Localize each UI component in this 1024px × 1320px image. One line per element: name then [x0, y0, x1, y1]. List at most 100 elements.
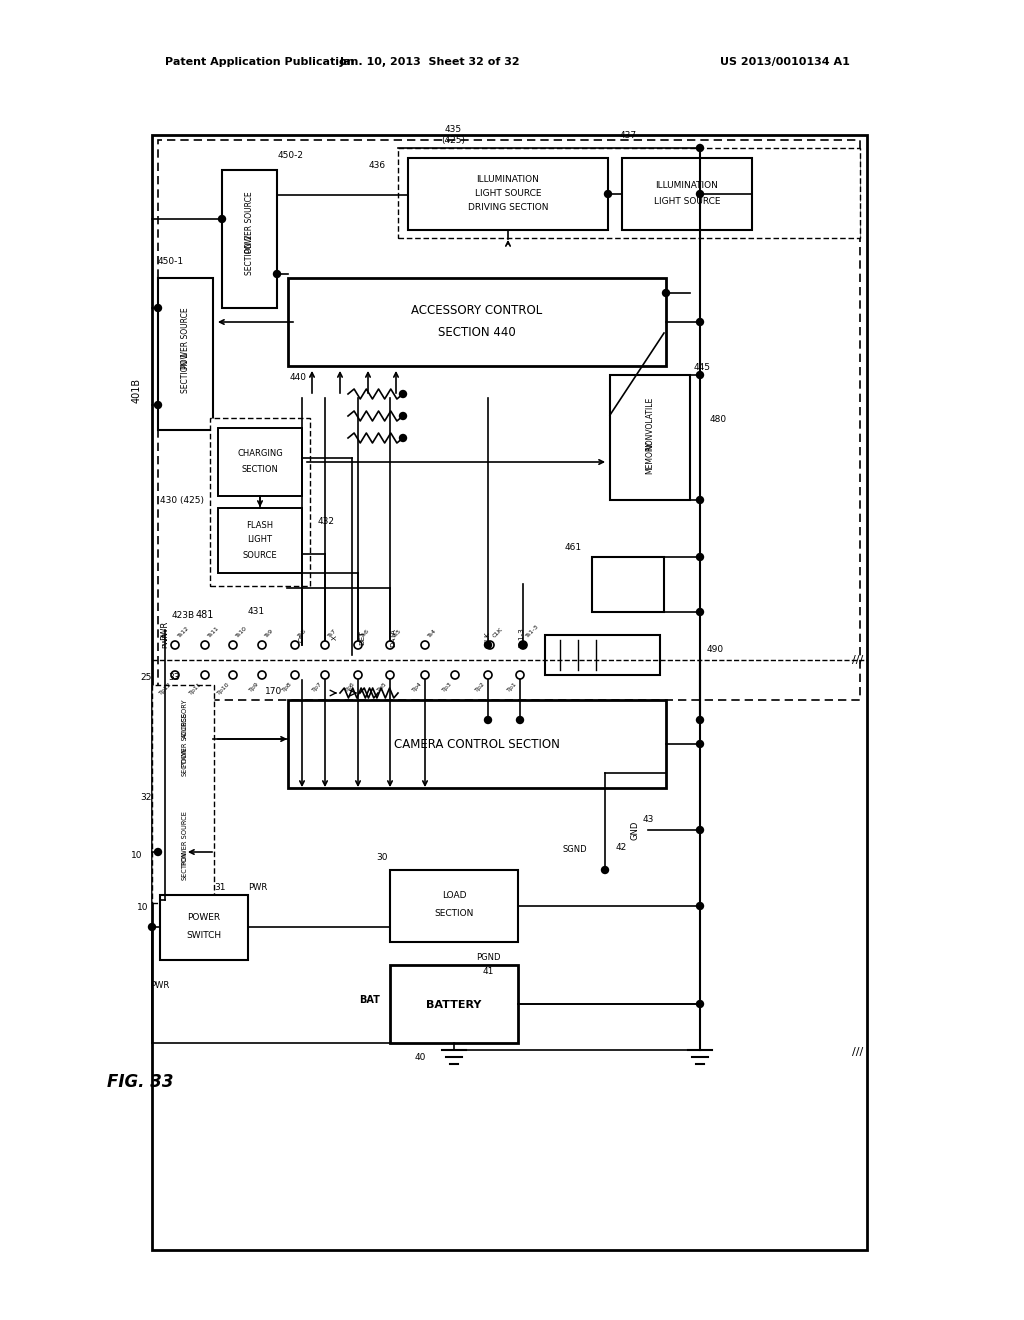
Circle shape [696, 903, 703, 909]
Text: Tp1: Tp1 [506, 681, 518, 693]
Circle shape [155, 849, 162, 855]
Text: Tp6: Tp6 [344, 681, 356, 693]
Text: 32: 32 [140, 793, 152, 803]
Text: LOAD: LOAD [441, 891, 466, 900]
Bar [218, 508, 302, 573]
Circle shape [291, 671, 299, 678]
Text: SECTION 2: SECTION 2 [245, 235, 254, 275]
Text: PWR: PWR [151, 981, 170, 990]
Text: DRIVING SECTION: DRIVING SECTION [468, 203, 548, 213]
Text: 10: 10 [136, 903, 148, 912]
Circle shape [258, 671, 266, 678]
Circle shape [696, 609, 703, 615]
Text: 431: 431 [248, 607, 265, 616]
Circle shape [171, 642, 179, 649]
Text: Cs: Cs [299, 634, 305, 643]
Text: NONVOLATILE: NONVOLATILE [645, 396, 654, 450]
Text: Ts12: Ts12 [177, 626, 190, 639]
Text: Ts11: Ts11 [207, 626, 220, 639]
Text: 432: 432 [318, 517, 335, 527]
Text: CAMERA CONTROL SECTION: CAMERA CONTROL SECTION [394, 738, 560, 751]
Circle shape [354, 642, 362, 649]
Text: DET: DET [359, 631, 365, 645]
Text: MEMORY: MEMORY [645, 441, 654, 474]
Text: Tp10: Tp10 [216, 681, 231, 696]
Bar [545, 635, 660, 675]
Text: POWER SOURCE: POWER SOURCE [182, 810, 188, 865]
Circle shape [171, 671, 179, 678]
Bar [398, 148, 860, 238]
Circle shape [399, 391, 407, 397]
Text: Tp11: Tp11 [188, 681, 203, 696]
Bar [408, 158, 608, 230]
Text: 43: 43 [642, 816, 653, 825]
Text: CLK: CLK [485, 631, 490, 645]
Bar [158, 808, 213, 896]
Bar [610, 375, 690, 500]
Circle shape [696, 553, 703, 561]
Text: Ts6: Ts6 [360, 628, 371, 639]
Text: FIG. 33: FIG. 33 [106, 1073, 173, 1092]
Text: 170: 170 [265, 688, 282, 697]
Circle shape [218, 215, 225, 223]
Text: 430 (425): 430 (425) [160, 495, 204, 504]
Text: 437: 437 [620, 132, 637, 140]
Circle shape [421, 671, 429, 678]
Circle shape [201, 642, 209, 649]
Text: Tp8: Tp8 [282, 681, 293, 693]
Text: Jan. 10, 2013  Sheet 32 of 32: Jan. 10, 2013 Sheet 32 of 32 [340, 57, 520, 67]
Text: 30: 30 [377, 854, 388, 862]
Text: (425): (425) [441, 136, 465, 145]
Circle shape [321, 642, 329, 649]
Circle shape [258, 642, 266, 649]
Text: 435: 435 [444, 125, 462, 135]
Text: SGND: SGND [562, 846, 588, 854]
Text: Ts1-3: Ts1-3 [519, 628, 525, 647]
Circle shape [696, 496, 703, 503]
Text: Ts1-3: Ts1-3 [525, 624, 540, 639]
Text: 440: 440 [290, 374, 307, 383]
Text: 33: 33 [168, 673, 179, 682]
Text: 480: 480 [710, 416, 727, 425]
Text: FLASH: FLASH [247, 521, 273, 531]
Text: PWR: PWR [248, 883, 267, 892]
Text: ILLUMINATION: ILLUMINATION [476, 176, 540, 185]
Text: Ts8: Ts8 [297, 628, 307, 639]
Text: SWITCH: SWITCH [186, 931, 221, 940]
Circle shape [696, 717, 703, 723]
Text: ///: /// [852, 1047, 863, 1057]
Circle shape [229, 671, 237, 678]
Circle shape [321, 671, 329, 678]
Circle shape [601, 866, 608, 874]
Text: Tp2: Tp2 [474, 681, 486, 693]
Bar [158, 140, 860, 700]
Text: 436: 436 [369, 161, 386, 169]
Circle shape [696, 190, 703, 198]
Circle shape [155, 305, 162, 312]
Text: 10: 10 [130, 850, 142, 859]
Text: 401B: 401B [132, 378, 142, 403]
Text: 40: 40 [415, 1053, 426, 1063]
Circle shape [273, 271, 281, 277]
Text: 31: 31 [214, 883, 225, 892]
Bar [158, 279, 213, 430]
Bar [152, 135, 867, 1250]
Text: SECTION: SECTION [434, 909, 474, 919]
Text: Tp5: Tp5 [376, 681, 388, 693]
Text: POWER SOURCE: POWER SOURCE [245, 191, 254, 253]
Circle shape [696, 741, 703, 747]
Text: Tp3: Tp3 [441, 681, 453, 693]
Text: Ts5: Ts5 [392, 628, 402, 639]
Text: 461: 461 [565, 544, 582, 553]
Text: 450-2: 450-2 [278, 150, 304, 160]
Text: ILLUMINATION: ILLUMINATION [655, 181, 719, 190]
Text: Patent Application Publication: Patent Application Publication [165, 57, 354, 67]
Text: Ts9: Ts9 [264, 628, 274, 639]
Text: PWR: PWR [162, 632, 168, 648]
Text: Tp4: Tp4 [411, 681, 423, 693]
Text: SOURCE: SOURCE [243, 550, 278, 560]
Circle shape [696, 1001, 703, 1007]
Circle shape [516, 671, 524, 678]
Text: PWR: PWR [161, 620, 170, 640]
Circle shape [519, 642, 526, 648]
